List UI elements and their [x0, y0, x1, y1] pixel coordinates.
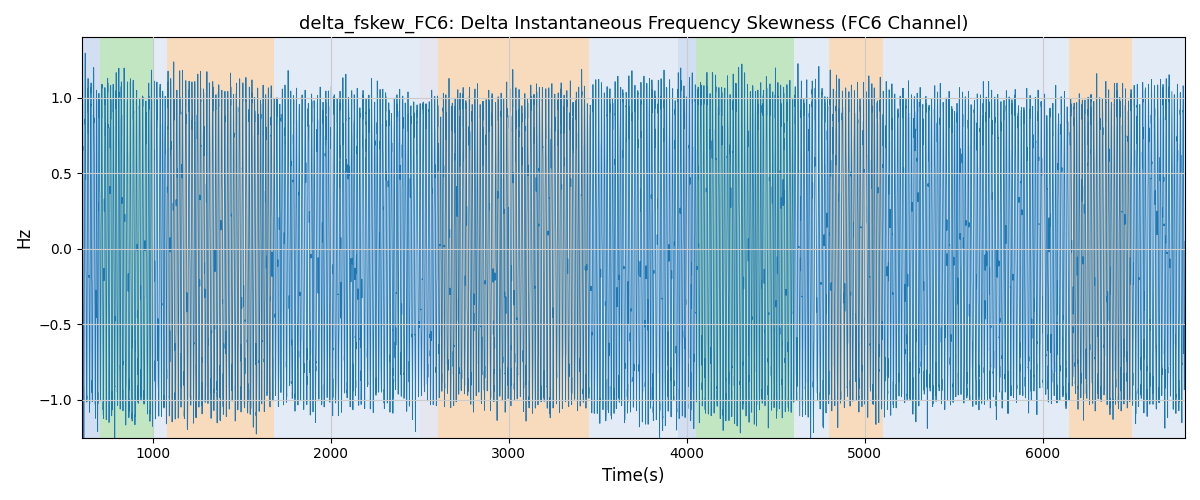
- Bar: [678, 38, 696, 438]
- Bar: [167, 38, 274, 438]
- Bar: [154, 38, 167, 438]
- Bar: [1069, 38, 1132, 438]
- Bar: [438, 38, 589, 438]
- Bar: [793, 38, 829, 438]
- Bar: [1132, 38, 1186, 438]
- Title: delta_fskew_FC6: Delta Instantaneous Frequency Skewness (FC6 Channel): delta_fskew_FC6: Delta Instantaneous Fre…: [299, 15, 968, 34]
- Bar: [696, 38, 793, 438]
- Bar: [305, 38, 420, 438]
- Bar: [420, 38, 438, 438]
- Bar: [82, 38, 100, 438]
- Bar: [274, 38, 305, 438]
- Bar: [882, 38, 1007, 438]
- Bar: [829, 38, 882, 438]
- Bar: [100, 38, 154, 438]
- Bar: [1007, 38, 1069, 438]
- X-axis label: Time(s): Time(s): [602, 467, 665, 485]
- Y-axis label: Hz: Hz: [14, 227, 32, 248]
- Bar: [589, 38, 678, 438]
